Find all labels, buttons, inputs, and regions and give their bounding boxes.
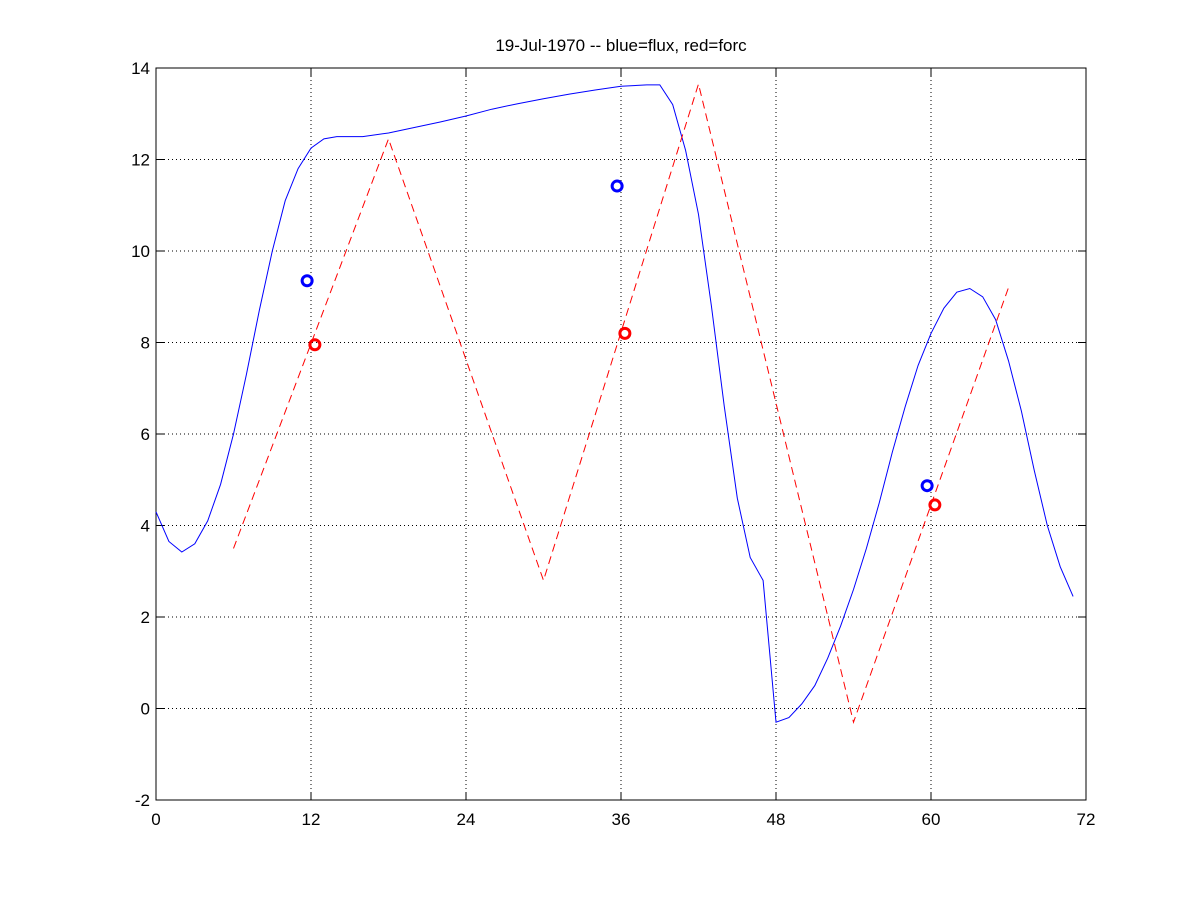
y-tick-label: -2 xyxy=(135,791,150,810)
x-tick-label: 60 xyxy=(922,810,941,829)
x-tick-label: 0 xyxy=(151,810,160,829)
red-circle-marker xyxy=(618,326,632,340)
y-axis: -2 0 2 4 6 8 10 12 14 xyxy=(131,59,1086,810)
blue-circle-marker xyxy=(920,479,934,493)
blue-circle-marker xyxy=(610,179,624,193)
y-tick-label: 12 xyxy=(131,151,150,170)
x-tick-label: 72 xyxy=(1077,810,1096,829)
y-tick-label: 10 xyxy=(131,242,150,261)
y-tick-label: 6 xyxy=(141,425,150,444)
x-tick-label: 24 xyxy=(457,810,476,829)
x-tick-label: 36 xyxy=(612,810,631,829)
x-tick-label: 48 xyxy=(767,810,786,829)
red-circle-marker xyxy=(308,338,322,352)
x-axis: 0 12 24 36 48 60 72 xyxy=(151,68,1095,829)
red-circle-marker xyxy=(928,498,942,512)
y-tick-label: 4 xyxy=(141,517,150,536)
y-tick-label: 2 xyxy=(141,608,150,627)
solid-blue-series-line xyxy=(155,84,1074,723)
grid-lines xyxy=(156,68,1086,800)
x-tick-label: 12 xyxy=(302,810,321,829)
series-lines xyxy=(155,82,1074,724)
y-tick-label: 0 xyxy=(141,700,150,719)
chart-title: 19-Jul-1970 -- blue=flux, red=forc xyxy=(495,36,747,55)
dashed-red-series-line xyxy=(233,82,1009,724)
series-markers xyxy=(300,179,942,512)
blue-circle-marker xyxy=(300,274,314,288)
y-tick-label: 14 xyxy=(131,59,150,78)
y-tick-label: 8 xyxy=(141,334,150,353)
